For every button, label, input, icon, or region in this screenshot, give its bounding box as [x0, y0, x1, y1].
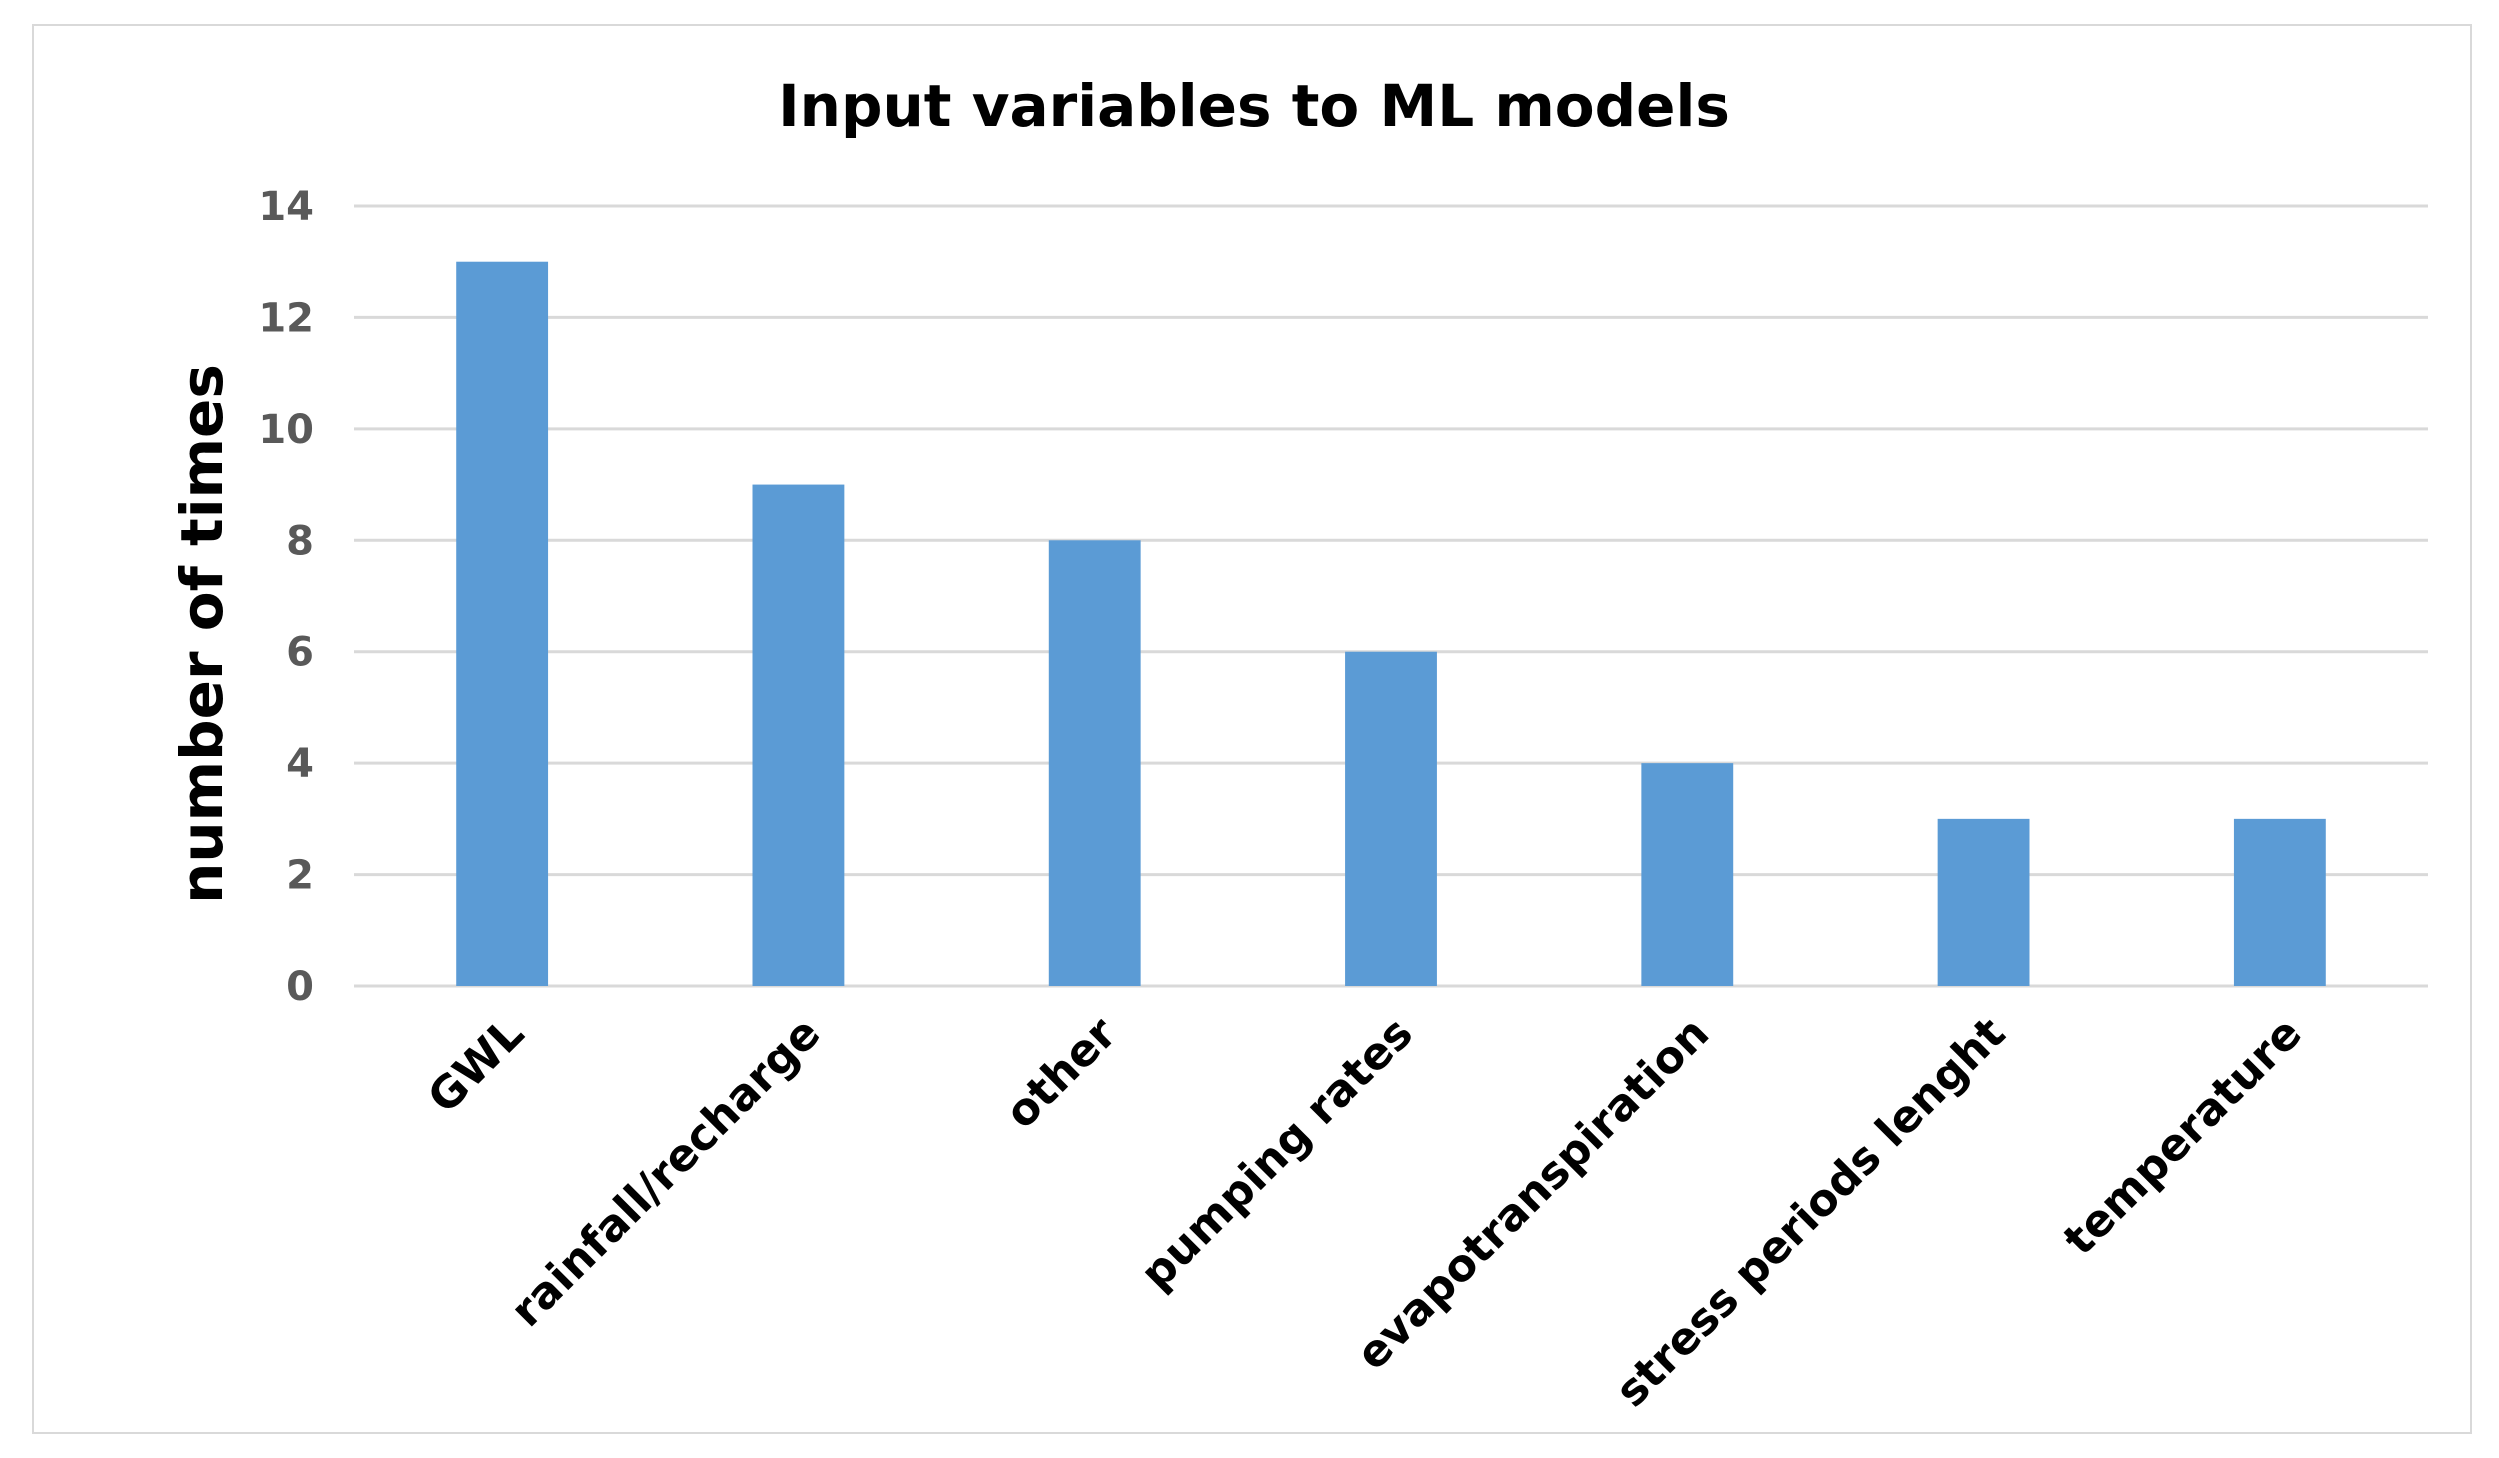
- y-tick-label: 10: [258, 407, 314, 453]
- chart-frame: Input variables to ML models 0 2 4 6 8 10 12 14…: [32, 24, 2472, 1434]
- y-tick-label: 8: [286, 518, 314, 564]
- y-tick-label: 0: [286, 964, 314, 1010]
- x-category-label: rainfall/recharge: [501, 1008, 830, 1337]
- bar-chart: Input variables to ML models 0 2 4 6 8 10 12 14…: [168, 72, 2428, 1418]
- x-category-label: pumping rates: [1131, 1008, 1423, 1300]
- bar-other: [1048, 540, 1141, 986]
- x-category-label: GWL: [418, 1008, 534, 1124]
- bars: [456, 261, 2326, 986]
- y-tick-label: 12: [258, 295, 314, 341]
- y-tick-label: 14: [258, 184, 314, 230]
- x-category-label: other: [996, 1008, 1127, 1139]
- bar-stress-periods-lenght: [1937, 818, 2030, 986]
- chart-title: Input variables to ML models: [778, 72, 1730, 140]
- bar-pumping-rates: [1345, 651, 1437, 986]
- y-tick-label: 6: [286, 630, 314, 676]
- x-category-label: temperature: [2054, 1008, 2312, 1266]
- bar-evapotranspiration: [1641, 763, 1734, 986]
- bar-rainfall-recharge: [752, 484, 845, 986]
- bar-gwl: [456, 261, 549, 986]
- y-tick-label: 2: [286, 853, 314, 899]
- y-axis-title: number of times: [168, 364, 236, 904]
- y-axis-ticks: 0 2 4 6 8 10 12 14: [258, 184, 314, 1010]
- bar-temperature: [2233, 818, 2326, 986]
- y-tick-label: 4: [286, 741, 314, 787]
